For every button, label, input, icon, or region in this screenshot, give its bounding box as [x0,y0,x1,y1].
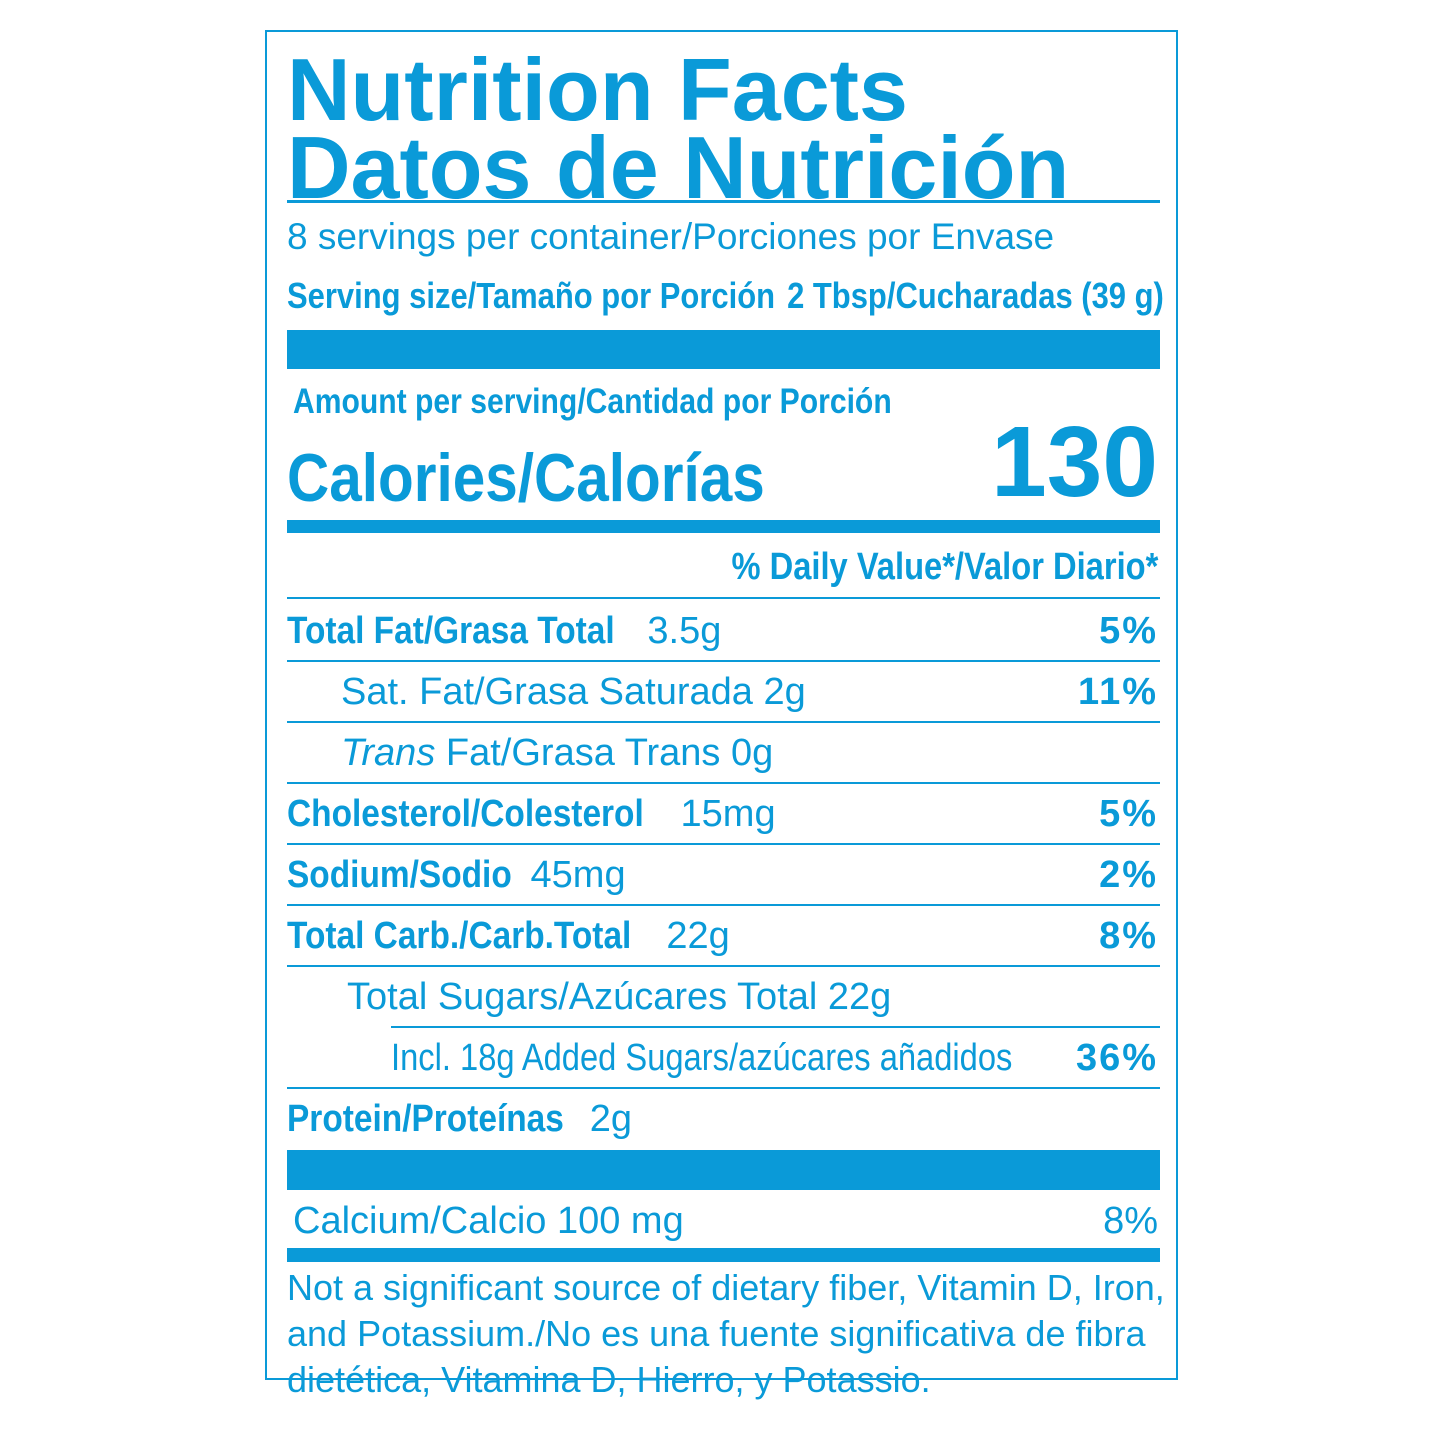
nutrient-amount: 3.5g [647,610,722,652]
nutrient-amount: 15mg [680,793,776,835]
rule [287,597,1160,599]
nutrient-amount: 2g [589,1098,633,1140]
rule [287,200,1160,203]
nutrient-dv: 5% [1099,793,1158,835]
nutrient-name-italic: Trans [341,732,436,774]
title: Nutrition Facts [287,40,908,139]
nutrient-row: Protein/Proteínas 2g [287,1100,632,1138]
nutrient-name: Sodium/Sodio [287,854,512,896]
nutrient-amount: 2g [763,671,806,713]
footnote: and Potassium./No es una fuente signific… [287,1313,1146,1354]
thick-bar [287,1248,1160,1262]
nutrient-dv: 36% [1075,1037,1158,1079]
nutrient-dv: 2% [1099,854,1158,896]
amount-per-serving: Amount per serving/Cantidad por Porción [293,382,892,421]
thick-bar [287,520,1160,533]
nutrient-amount: 0g [731,732,774,774]
nutrient-name: Fat/Grasa Trans [445,732,721,774]
servings: 8 servings per container/Porciones por E… [287,216,1055,257]
footnote: Not a significant source of dietary fibe… [287,1267,1165,1308]
title: Datos de Nutrición [287,118,1070,217]
nutrient-row: Total Sugars/Azúcares Total 22g [347,978,891,1016]
nutrient-amount: 22g [666,915,730,957]
nutrient-row: Sat. Fat/Grasa Saturada 2g [341,673,806,711]
nutrition-label: Nutrition Facts Datos de Nutrición 8 ser… [265,30,1178,1398]
rule [287,1087,1160,1089]
nutrient-row: Sodium/Sodio 45mg [287,856,626,894]
nutrient-amount: 45mg [530,854,626,896]
calcium-name: Calcium/Calcio [293,1200,547,1242]
daily-value-header: % Daily Value*/Valor Diario* [731,546,1158,588]
nutrient-name: Total Fat/Grasa Total [287,610,615,652]
nutrient-row: Cholesterol/Colesterol 15mg [287,795,776,833]
nutrient-row: Incl. 18g Added Sugars/azúcares añadidos [391,1039,1012,1077]
nutrient-row: Total Fat/Grasa Total 3.5g [287,612,721,650]
nutrient-name: Total Sugars/Azúcares Total [347,976,818,1018]
nutrient-name: Total Carb./Carb.Total [287,915,632,957]
nutrient-name: Protein/Proteínas [287,1098,564,1140]
calcium: Calcium/Calcio 100 mg [293,1202,684,1240]
nutrient-dv: 11% [1078,671,1158,713]
nutrient-name: Sat. Fat/Grasa Saturada [341,671,753,713]
calcium-dv: 8% [1103,1200,1158,1242]
calories-label: Calories/Calorías [287,440,765,516]
nutrient-dv: 8% [1099,915,1158,957]
serving-size-label: Serving size/Tamaño por Porción [287,275,776,316]
rule [287,721,1160,723]
rule [391,1026,1160,1028]
rule [287,782,1160,784]
calories-value: 130 [991,406,1158,518]
nutrient-name: Cholesterol/Colesterol [287,793,644,835]
rule [287,904,1160,906]
rule [287,660,1160,662]
serving-size: Serving size/Tamaño por Porción 2 Tbsp/Cu… [287,278,1164,314]
calcium-amount: 100 mg [556,1200,684,1242]
nutrient-amount: 22g [827,976,892,1018]
nutrient-name: Incl. 18g Added Sugars/azúcares añadidos [391,1037,1013,1079]
thick-bar [287,330,1160,369]
rule [287,843,1160,845]
thick-bar [287,1150,1160,1190]
nutrient-dv: 5% [1099,610,1158,652]
serving-size-value: 2 Tbsp/Cucharadas (39 g) [787,275,1164,316]
nutrient-row: Total Carb./Carb.Total 22g [287,917,730,955]
footnote: dietética, Vitamina D, Hierro, y Potassi… [287,1359,931,1400]
nutrient-row: Trans Fat/Grasa Trans 0g [341,734,773,772]
rule [287,965,1160,967]
